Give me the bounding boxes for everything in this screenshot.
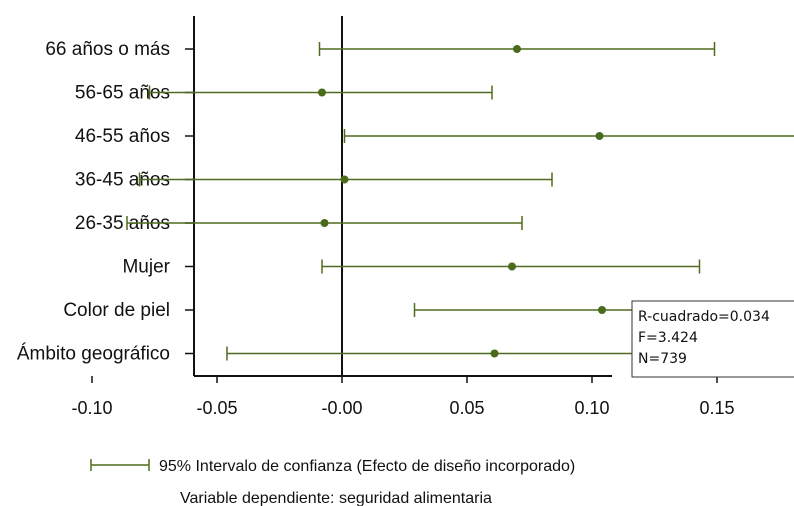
- x-tick-label: 0.05: [449, 398, 484, 418]
- estimate-point: [490, 349, 499, 358]
- dependent-variable-note: Variable dependiente: seguridad alimenta…: [180, 490, 492, 506]
- category-label: Mujer: [122, 257, 170, 278]
- stats-box: R-cuadrado=0.034 F=3.424 N=739: [631, 300, 794, 378]
- estimate-point: [595, 132, 604, 140]
- estimate-point: [513, 45, 521, 53]
- x-tick-label: 0.10: [574, 398, 609, 418]
- stats-f-value: F=3.424: [638, 330, 698, 346]
- legend: 95% Intervalo de confianza (Efecto de di…: [90, 458, 575, 475]
- estimate-point: [320, 219, 329, 227]
- x-tick-label: -0.10: [71, 398, 112, 418]
- stats-n-value: N=739: [638, 351, 687, 367]
- x-tick-label: -0.00: [321, 398, 362, 418]
- stats-r-squared: R-cuadrado=0.034: [638, 309, 770, 325]
- x-tick-label: -0.05: [196, 398, 237, 418]
- category-label: 56-65 años: [75, 83, 170, 104]
- x-tick-label: 0.15: [699, 398, 734, 418]
- category-label: 26-35 años: [75, 213, 170, 234]
- category-label: 36-45 años: [75, 170, 170, 191]
- estimate-point: [340, 175, 349, 184]
- category-label: Ámbito geográfico: [17, 344, 170, 365]
- category-label: Color de piel: [63, 300, 170, 321]
- legend-label: 95% Intervalo de confianza (Efecto de di…: [159, 458, 575, 475]
- estimate-point: [318, 88, 326, 97]
- stats-box-border: [631, 300, 794, 378]
- estimate-point: [508, 262, 516, 271]
- category-label: 66 años o más: [45, 39, 170, 60]
- estimate-point: [598, 306, 606, 314]
- category-label: 46-55 años: [75, 126, 170, 147]
